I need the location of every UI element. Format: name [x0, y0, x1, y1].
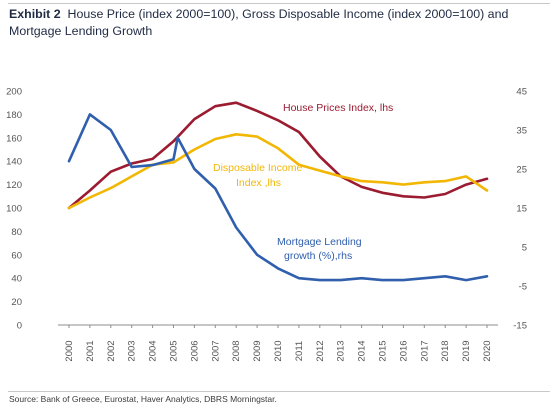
chart-title: Exhibit 2 House Price (index 2000=100), …	[9, 6, 549, 40]
y-right-tick-label: -15	[513, 321, 527, 332]
y-left-tick-label: 140	[6, 157, 22, 168]
x-tick-label: 2002	[106, 340, 117, 361]
series-line-house	[67, 101, 489, 210]
x-tick-label: 2003	[127, 340, 138, 361]
x-tick-label: 2015	[378, 340, 389, 361]
y-left-tick-label: 160	[6, 133, 22, 144]
annotation-income-line2: Index ,lhs	[236, 177, 281, 189]
x-tick-label: 2006	[189, 340, 200, 361]
y-left-tick-label: 200	[6, 87, 22, 98]
x-tick-label: 2009	[252, 340, 263, 361]
y-left-tick-label: 0	[17, 321, 22, 332]
y-right-tick-label: 45	[516, 87, 527, 98]
x-tick-label: 2014	[357, 340, 368, 361]
top-rule	[8, 3, 550, 4]
x-tick-label: 2007	[210, 340, 221, 361]
y-left-tick-label: 20	[11, 297, 22, 308]
y-right-tick-label: 35	[516, 126, 527, 137]
x-tick-label: 2013	[336, 340, 347, 361]
series-line-income	[67, 133, 489, 210]
title-text: House Price (index 2000=100), Gross Disp…	[9, 7, 509, 38]
y-left-tick-label: 40	[11, 274, 22, 285]
x-tick-label: 2012	[315, 340, 326, 361]
x-tick-label: 2000	[64, 340, 75, 361]
source-note: Source: Bank of Greece, Eurostat, Haver …	[9, 394, 277, 404]
x-tick-label: 2008	[231, 340, 242, 361]
y-right-tick-label: -5	[519, 282, 527, 293]
annotation-mortgage-line1: Mortgage Lending	[277, 236, 362, 248]
x-tick-label: 2001	[85, 340, 96, 361]
y-left-tick-label: 60	[11, 250, 22, 261]
y-left-tick-label: 100	[6, 204, 22, 215]
x-tick-label: 2017	[419, 340, 430, 361]
chart-lines	[67, 101, 489, 282]
x-tick-label: 2011	[294, 341, 305, 361]
chart-axes: 0 20 40 60 80 100 120 140 160 180 200 -15 -5 5 15 25 35 4…	[6, 87, 527, 362]
x-tick-label: 2018	[440, 340, 451, 361]
y-left-tick-label: 80	[11, 227, 22, 238]
y-left-tick-label: 180	[6, 110, 22, 121]
x-tick-label: 2010	[273, 340, 284, 361]
annotation-house-prices: House Prices Index, lhs	[283, 102, 393, 114]
series-line-mortgage	[67, 113, 489, 282]
y-right-tick-label: 15	[516, 204, 527, 215]
exhibit-label: Exhibit 2	[9, 7, 61, 21]
y-left-tick-label: 120	[6, 180, 22, 191]
bottom-rule	[8, 391, 550, 392]
annotation-income-line1: Disposable Income	[213, 162, 302, 174]
x-tick-label: 2019	[461, 340, 472, 361]
y-right-tick-label: 25	[516, 165, 527, 176]
x-tick-label: 2005	[169, 340, 180, 361]
y-right-tick-label: 5	[522, 243, 527, 254]
annotation-mortgage-line2: growth (%),rhs	[284, 250, 352, 262]
x-tick-label: 2016	[398, 340, 409, 361]
x-tick-label: 2004	[148, 340, 159, 361]
x-tick-label: 2020	[482, 340, 493, 361]
chart-annotations: House Prices Index, lhs Disposable Income…	[213, 102, 393, 262]
